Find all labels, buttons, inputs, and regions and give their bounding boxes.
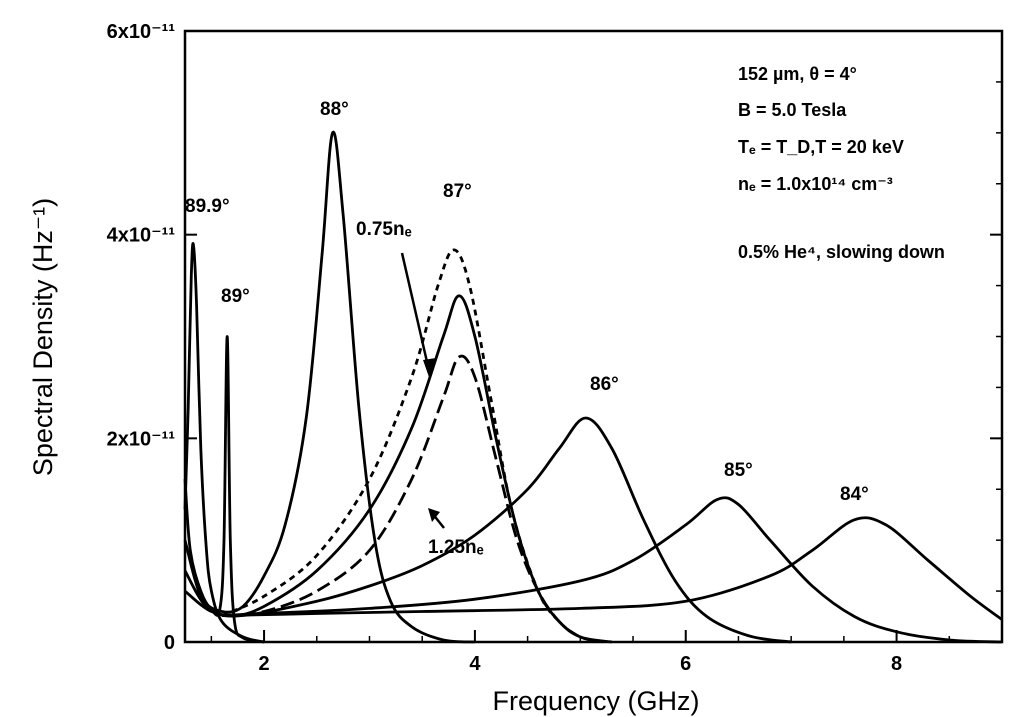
peak-label-89-9: 89.9°: [185, 196, 230, 217]
y-tick-label-0: 0: [164, 632, 175, 654]
series-lines: [183, 130, 1003, 644]
plot-frame: [183, 29, 1004, 644]
annotation-box: 152 µm, θ = 4° B = 5.0 Tesla Tₑ = T_D,T …: [738, 64, 945, 262]
peak-label-075ne: 0.75nₑ: [356, 219, 412, 240]
x-tick-label-6: 6: [680, 653, 691, 675]
y-tick-label-2: 4x10⁻¹¹: [107, 225, 176, 247]
arrow-075ne-head: [423, 358, 436, 380]
annotation-helium: 0.5% He⁴, slowing down: [738, 242, 945, 262]
x-axis-label: Frequency (GHz): [492, 686, 699, 716]
peak-label-84: 84°: [840, 484, 869, 505]
y-tick-label-1: 2x10⁻¹¹: [107, 428, 176, 450]
annotation-arrows: [400, 252, 445, 529]
series-line-89: [183, 335, 265, 644]
x-tick-label-8: 8: [891, 653, 902, 675]
y-axis-label: Spectral Density (Hz⁻¹): [28, 198, 58, 476]
peak-label-89: 89°: [221, 286, 250, 307]
annotation-field: B = 5.0 Tesla: [738, 100, 847, 120]
y-axis-ticks: 0 2x10⁻¹¹ 4x10⁻¹¹ 6x10⁻¹¹: [107, 21, 1002, 654]
x-tick-label-2: 2: [259, 653, 270, 675]
x-tick-label-4: 4: [469, 653, 481, 675]
annotation-density: nₑ = 1.0x10¹⁴ cm⁻³: [738, 174, 893, 194]
arrow-125ne-head: [428, 508, 440, 522]
x-axis-ticks: 2 4 6 8: [210, 630, 1003, 675]
peak-label-85: 85°: [724, 460, 753, 481]
series-line-85: [221, 496, 1003, 644]
series-line-86: [184, 416, 792, 644]
annotation-wire: 152 µm, θ = 4°: [738, 64, 857, 84]
peak-label-125ne: 1.25nₑ: [428, 537, 484, 558]
series-line-89-9: [183, 242, 265, 644]
series-line-0-75n: [221, 248, 602, 644]
series-line-84: [221, 516, 1003, 621]
y-tick-label-3: 6x10⁻¹¹: [107, 21, 176, 43]
annotation-temperature: Tₑ = T_D,T = 20 keV: [738, 137, 904, 157]
peak-labels: 89.9° 89° 88° 87° 0.75nₑ 1.25nₑ 86° 85° …: [185, 99, 869, 558]
series-line-87: [183, 294, 613, 644]
peak-label-88: 88°: [320, 99, 349, 120]
peak-label-86: 86°: [590, 374, 619, 395]
peak-label-87: 87°: [443, 181, 472, 202]
arrow-075ne: [400, 252, 432, 376]
series-line-1-25n: [221, 354, 602, 644]
